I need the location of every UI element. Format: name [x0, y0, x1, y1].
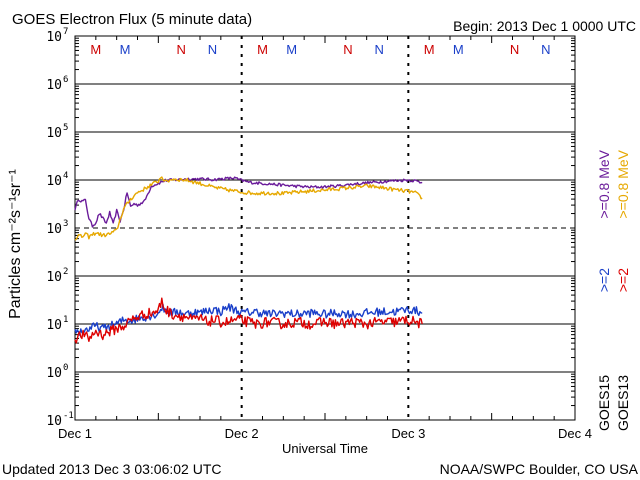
marker-M: M: [257, 42, 268, 57]
series-line: [74, 303, 423, 336]
y-tick-label-base: 10: [46, 222, 62, 237]
x-tick-label: Dec 2: [225, 426, 259, 441]
legend-entry: >=2: [615, 268, 631, 292]
y-tick-label-exponent: 7: [63, 27, 68, 37]
y-tick-label-base: 10: [46, 318, 62, 333]
y-tick-label-exponent: -1: [63, 411, 74, 421]
y-tick-label-exponent: 4: [63, 171, 68, 181]
horizontal-gridlines: [75, 83, 575, 373]
marker-N: N: [208, 42, 217, 57]
marker-N: N: [374, 42, 383, 57]
marker-M: M: [453, 42, 464, 57]
marker-N: N: [510, 42, 519, 57]
marker-M: M: [424, 42, 435, 57]
flux-series: [74, 176, 423, 344]
y-tick-label-base: 10: [46, 78, 62, 93]
marker-N: N: [177, 42, 186, 57]
series-line: [74, 176, 423, 241]
marker-M: M: [286, 42, 297, 57]
x-tick-label: Dec 4: [558, 426, 592, 441]
series-line: [74, 176, 423, 228]
marker-M: M: [120, 42, 131, 57]
marker-N: N: [343, 42, 352, 57]
series-line: [74, 297, 423, 344]
marker-M: M: [90, 42, 101, 57]
x-axis-ticks: Dec 1 Dec 2 Dec 3 Dec 4: [58, 36, 592, 441]
legend-entry: GOES15: [596, 375, 612, 431]
x-tick-label: Dec 1: [58, 426, 92, 441]
source-label: NOAA/SWPC Boulder, CO USA: [440, 461, 639, 477]
day-dividers: [240, 36, 410, 420]
legend-entry: >=0.8 MeV: [615, 149, 631, 218]
chart-title: GOES Electron Flux (5 minute data): [12, 11, 252, 28]
begin-label: Begin: 2013 Dec 1 0000 UTC: [453, 18, 636, 34]
y-tick-label-base: 10: [46, 270, 62, 285]
y-tick-label-exponent: 6: [63, 75, 68, 85]
legend-entry: >=2: [596, 268, 612, 292]
y-tick-label-exponent: 1: [63, 315, 68, 325]
x-axis-label: Universal Time: [282, 441, 368, 456]
y-tick-label-base: 10: [46, 126, 62, 141]
y-tick-label-base: 10: [46, 414, 62, 429]
y-tick-label-base: 10: [46, 30, 62, 45]
y-tick-label-exponent: 0: [63, 363, 68, 373]
y-axis-label: Particles cm⁻²s⁻¹sr⁻¹: [7, 169, 24, 319]
marker-N: N: [541, 42, 550, 57]
legend-entry: GOES13: [615, 375, 631, 431]
y-tick-label-exponent: 2: [63, 267, 68, 277]
y-tick-label-base: 10: [46, 366, 62, 381]
updated-label: Updated 2013 Dec 3 03:06:02 UTC: [2, 461, 221, 477]
y-tick-label-base: 10: [46, 174, 62, 189]
x-tick-label: Dec 3: [391, 426, 425, 441]
legend-entry: >=0.8 MeV: [596, 149, 612, 218]
y-tick-label-exponent: 3: [63, 219, 68, 229]
y-tick-label-exponent: 5: [63, 123, 68, 133]
